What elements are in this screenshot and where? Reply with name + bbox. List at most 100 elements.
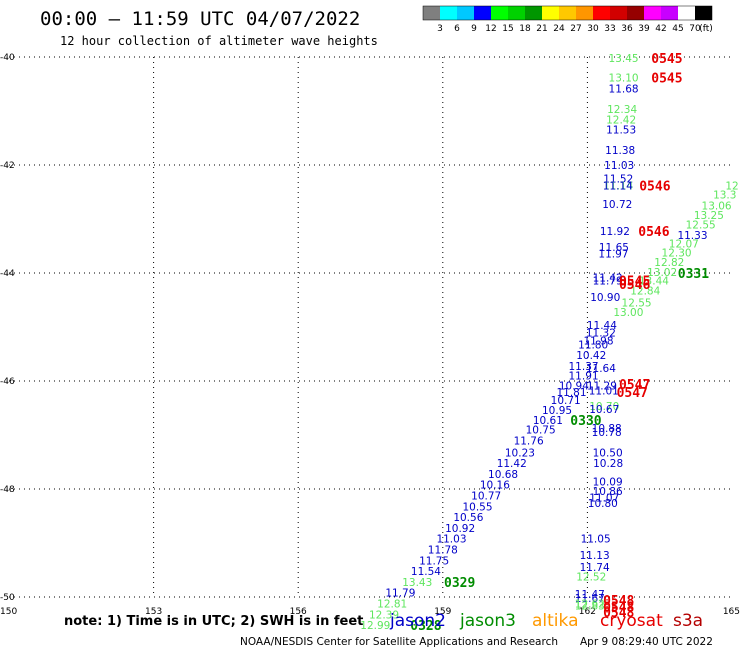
wave-height-label: 12.55 <box>686 219 716 231</box>
wave-height-label: 12.07 <box>669 238 699 250</box>
wave-height-label: 13.00 <box>613 307 643 319</box>
y-tick-label: -48 <box>0 485 15 495</box>
colorbar-label: 39 <box>638 24 650 34</box>
colorbar-label: 27 <box>570 24 581 34</box>
wave-height-label: 10.50 <box>593 447 623 459</box>
wave-height-label: 11.07 <box>589 493 619 505</box>
wave-height-label: 13.02 <box>647 267 677 279</box>
pass-time-label: 0547 <box>619 378 650 393</box>
x-tick-label: 150 <box>0 607 17 617</box>
colorbar-label: 6 <box>454 24 460 34</box>
wave-height-label: 12.52 <box>576 571 606 583</box>
colorbar-label: 33 <box>604 24 615 34</box>
wave-height-label: 10.75 <box>526 425 556 437</box>
colorbar-label: 12 <box>485 24 496 34</box>
wave-height-label: 12.34 <box>607 104 637 116</box>
satellite-legend-s3a: s3a <box>673 611 703 631</box>
wave-height-label: 12.30 <box>662 247 692 259</box>
colorbar-label: 24 <box>553 24 565 34</box>
colorbar-frame <box>422 5 713 21</box>
wave-height-label: 11.76 <box>514 435 544 447</box>
colorbar-swatch <box>678 6 695 20</box>
x-tick-label: 159 <box>434 607 451 617</box>
wave-height-label: 12.55 <box>622 298 652 310</box>
wave-height-label: 11.92 <box>600 226 630 238</box>
wave-height-label: 11.33 <box>677 230 707 242</box>
wave-height-label: 10.16 <box>480 480 510 492</box>
wave-height-label: 10.67 <box>589 404 619 416</box>
y-tick-label: -46 <box>0 377 15 387</box>
wave-height-label: 10.28 <box>593 458 623 470</box>
colorbar-label: 9 <box>471 24 477 34</box>
chart-title: 00:00 – 11:59 UTC 04/07/2022 <box>40 8 360 30</box>
pass-time-label: 0548 <box>603 601 634 616</box>
pass-time-label: 0547 <box>617 386 648 401</box>
colorbar-swatch <box>508 6 525 20</box>
colorbar-swatch <box>474 6 491 20</box>
wave-height-label: 12.82 <box>654 257 684 269</box>
wave-height-label: 10.56 <box>453 512 483 524</box>
wave-height-label: 10.92 <box>445 523 475 535</box>
pass-time-label: 0546 <box>619 278 650 293</box>
colorbar-swatch <box>559 6 576 20</box>
colorbar-label: 18 <box>519 24 531 34</box>
axis-ticks: 150 153 156 159 162 165 -40 -42 -44 -46 -48 -50 <box>0 53 740 617</box>
footnote: note: 1) Time is in UTC; 2) SWH is in fe… <box>64 614 363 629</box>
satellite-legend-altika: altika <box>532 611 579 631</box>
colorbar-unit: (ft) <box>699 24 713 34</box>
wave-height-label: 13.3 <box>713 190 736 202</box>
wave-height-label: 12.83 <box>575 601 605 613</box>
wave-height-label: 11.44 <box>587 320 617 332</box>
wave-height-label: 10.61 <box>533 415 563 427</box>
wave-height-label: 13.44 <box>639 276 669 288</box>
wave-height-label: 11.05 <box>581 534 611 546</box>
wave-height-label: 10.70 <box>589 401 619 413</box>
pass-time-label: 0545 <box>619 275 650 290</box>
colorbar-label: 36 <box>621 24 633 34</box>
plot-grid <box>9 56 732 598</box>
colorbar-swatch <box>542 6 559 20</box>
wave-height-label: 12.84 <box>630 285 660 297</box>
colorbar-swatch <box>593 6 610 20</box>
wave-height-label: 10.42 <box>576 350 606 362</box>
pass-time-label: 0331 <box>678 267 709 282</box>
wave-height-label: 11.32 <box>586 327 616 339</box>
wave-height-label: 11.91 <box>569 371 599 383</box>
wave-height-label: 11.42 <box>497 458 527 470</box>
wave-height-label: 11.81 <box>556 387 586 399</box>
wave-height-label: 11.38 <box>605 145 635 157</box>
wave-height-label: 11.37 <box>569 361 599 373</box>
colorbar-label: 30 <box>587 24 599 34</box>
colorbar-swatch <box>644 6 661 20</box>
pass-time-label: 0330 <box>570 414 601 429</box>
x-tick-label: 162 <box>579 607 596 617</box>
pass-time-label: 0545 <box>651 52 682 67</box>
colorbar-label: 21 <box>536 24 547 34</box>
x-tick-label: 165 <box>723 607 740 617</box>
colorbar-swatch <box>457 6 474 20</box>
wave-height-label: 11.47 <box>575 589 605 601</box>
colorbar-swatch <box>525 6 542 20</box>
satellite-legend: jason2 jason3 altika cryosat s3a <box>389 611 703 631</box>
colorbar-swatch <box>576 6 593 20</box>
wave-height-label: 10.23 <box>505 447 535 459</box>
pass-time-label: 0546 <box>639 180 670 195</box>
satellite-legend-jason2: jason2 <box>389 611 446 631</box>
wave-height-label: 11.54 <box>411 566 441 578</box>
wave-height-label: 12 <box>725 181 738 193</box>
wave-height-label: 11.01 <box>589 386 619 398</box>
wave-height-label: 13.10 <box>609 73 639 85</box>
satellite-legend-jason3: jason3 <box>459 611 516 631</box>
wave-height-label: 12.42 <box>606 115 636 127</box>
wave-height-label: 11.42 <box>593 272 623 284</box>
wave-height-label: 10.78 <box>592 427 622 439</box>
wave-height-label: 11.14 <box>603 181 633 193</box>
wave-height-label: 10.88 <box>592 423 622 435</box>
wave-height-label: 11.67 <box>575 593 605 605</box>
colorbar-label: 15 <box>502 24 513 34</box>
wave-height-label: 10.55 <box>462 501 492 513</box>
colorbar-swatch <box>440 6 457 20</box>
wave-height-label: 10.95 <box>542 405 572 417</box>
